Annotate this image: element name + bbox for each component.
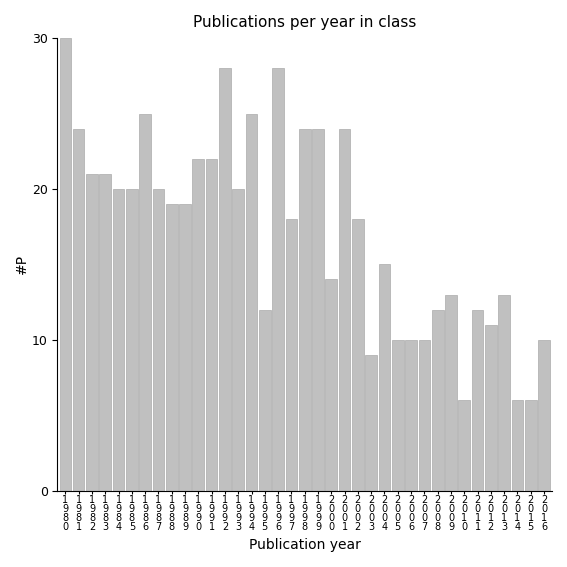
Y-axis label: #P: #P [15, 255, 29, 274]
Bar [299, 129, 311, 490]
Bar [392, 340, 404, 490]
X-axis label: Publication year: Publication year [249, 538, 361, 552]
Bar [418, 340, 430, 490]
Bar [272, 68, 284, 490]
Bar [192, 159, 204, 490]
Bar [458, 400, 470, 490]
Bar [312, 129, 324, 490]
Title: Publications per year in class: Publications per year in class [193, 15, 416, 30]
Bar [338, 129, 350, 490]
Bar [206, 159, 218, 490]
Bar [179, 204, 191, 490]
Bar [498, 295, 510, 490]
Bar [60, 38, 71, 490]
Bar [352, 219, 363, 490]
Bar [219, 68, 231, 490]
Bar [286, 219, 297, 490]
Bar [86, 174, 98, 490]
Bar [139, 113, 151, 490]
Bar [511, 400, 523, 490]
Bar [525, 400, 536, 490]
Bar [99, 174, 111, 490]
Bar [485, 325, 497, 490]
Bar [246, 113, 257, 490]
Bar [325, 280, 337, 490]
Bar [379, 264, 390, 490]
Bar [73, 129, 84, 490]
Bar [472, 310, 484, 490]
Bar [538, 340, 550, 490]
Bar [365, 355, 377, 490]
Bar [232, 189, 244, 490]
Bar [126, 189, 138, 490]
Bar [166, 204, 177, 490]
Bar [259, 310, 270, 490]
Bar [445, 295, 457, 490]
Bar [432, 310, 443, 490]
Bar [405, 340, 417, 490]
Bar [113, 189, 124, 490]
Bar [153, 189, 164, 490]
